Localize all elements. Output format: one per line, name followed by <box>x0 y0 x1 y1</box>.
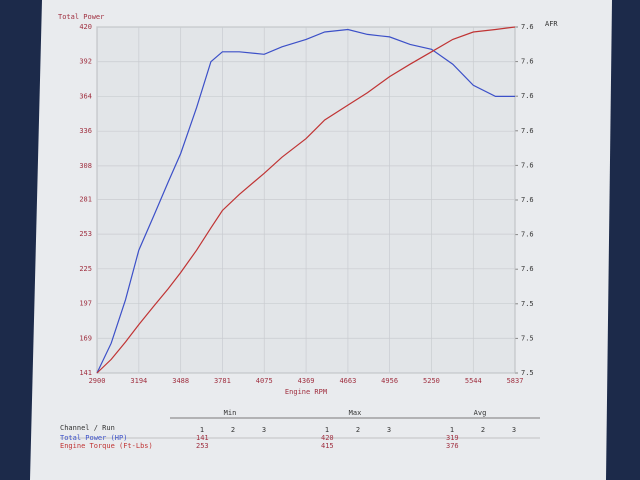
y-tick-label: 141 <box>79 369 92 377</box>
cell-value: 415 <box>321 442 334 450</box>
x-tick-label: 3781 <box>214 377 231 385</box>
y2-tick-label: 7.6 <box>521 265 534 273</box>
y2-tick-label: 7.5 <box>521 300 534 308</box>
x-tick-label: 4369 <box>298 377 315 385</box>
run-header: 1 <box>200 426 204 434</box>
run-header: 3 <box>387 426 391 434</box>
y2-tick-label: 7.6 <box>521 231 534 239</box>
x-tick-label: 2900 <box>89 377 106 385</box>
table-header: Channel / Run <box>60 424 115 432</box>
y-tick-label: 169 <box>79 334 92 342</box>
cell-value: 376 <box>446 442 459 450</box>
x-tick-label: 5837 <box>507 377 524 385</box>
cell-value: 319 <box>446 434 459 442</box>
x-axis-title: Engine RPM <box>285 388 327 396</box>
y2-tick-label: 7.6 <box>521 127 534 135</box>
run-header: 1 <box>450 426 454 434</box>
group-header: Min <box>224 409 237 417</box>
y2-tick-label: 7.5 <box>521 334 534 342</box>
y-tick-label: 392 <box>79 58 92 66</box>
run-header: 1 <box>325 426 329 434</box>
y-tick-label: 197 <box>79 300 92 308</box>
y-tick-label: 336 <box>79 127 92 135</box>
x-tick-label: 4075 <box>256 377 273 385</box>
y-tick-label: 225 <box>79 265 92 273</box>
cell-value: 141 <box>196 434 209 442</box>
y2-tick-label: 7.6 <box>521 58 534 66</box>
y2-axis-title: AFR <box>545 20 558 28</box>
y-axis-title: Total Power <box>58 13 104 21</box>
x-tick-label: 3488 <box>172 377 189 385</box>
y-tick-label: 308 <box>79 162 92 170</box>
x-tick-label: 4663 <box>339 377 356 385</box>
data-line <box>96 28 515 374</box>
data-line <box>96 26 516 374</box>
x-tick-label: 3194 <box>130 377 147 385</box>
y2-tick-label: 7.6 <box>521 196 534 204</box>
y-tick-label: 420 <box>79 23 92 31</box>
cell-value: 253 <box>196 442 209 450</box>
y2-tick-label: 7.5 <box>521 369 534 377</box>
cell-value: 420 <box>321 434 334 442</box>
y-tick-label: 364 <box>79 92 92 100</box>
x-tick-label: 4956 <box>381 377 398 385</box>
stats-table: Channel / Run Min 1 2 3 Max 1 2 3 Avg 1 2 3 Total Pow… <box>60 409 540 450</box>
group-header: Avg <box>474 409 487 417</box>
y2-tick-label: 7.6 <box>521 92 534 100</box>
run-header: 3 <box>262 426 266 434</box>
run-header: 2 <box>481 426 485 434</box>
row-label: Engine Torque (Ft-Lbs) <box>60 442 153 450</box>
y2-tick-label: 7.6 <box>521 23 534 31</box>
y-tick-label: 281 <box>79 195 92 203</box>
y2-tick-label: 7.6 <box>521 161 534 169</box>
x-tick-label: 5250 <box>423 377 440 385</box>
run-header: 2 <box>231 426 235 434</box>
run-header: 2 <box>356 426 360 434</box>
row-label: Total Power (HP) <box>60 434 127 442</box>
run-header: 3 <box>512 426 516 434</box>
group-header: Max <box>349 409 362 417</box>
x-tick-label: 5544 <box>465 377 482 385</box>
y-tick-label: 253 <box>79 230 92 238</box>
